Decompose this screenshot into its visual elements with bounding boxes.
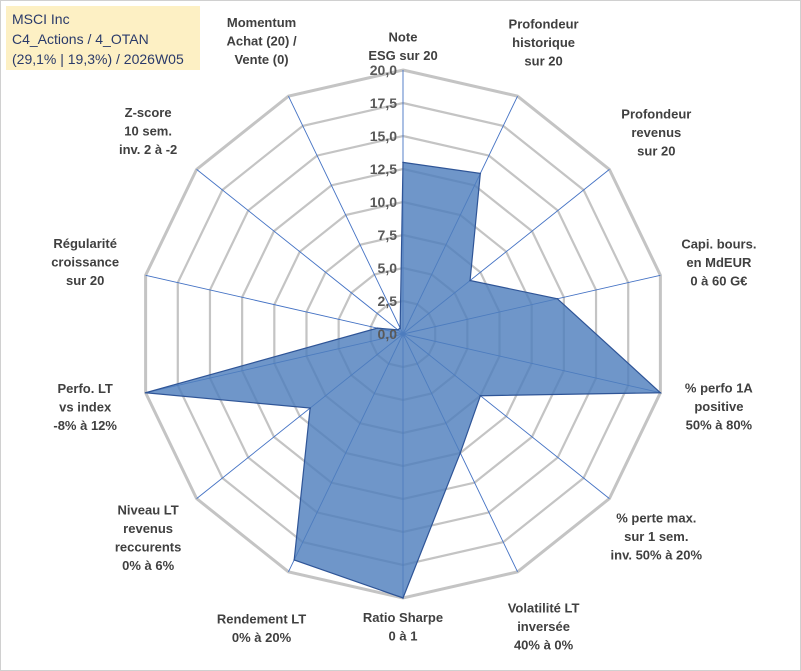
tick-label-7: 17,5 [370,95,397,111]
series-point-6 [459,452,462,454]
axis-label-11-line-0: Régularité [53,236,117,251]
axis-label-1: Profondeur historique sur 20 [509,17,579,69]
series-point-8 [293,559,295,561]
series-point-2 [469,279,471,282]
title-company: MSCI Inc [12,11,70,27]
tick-label-4: 10,0 [370,194,397,210]
axis-label-12-line-2: inv. 2 à -2 [119,142,177,157]
axis-label-5: % perte max. sur 1 sem. inv. 50% à 20% [611,511,703,563]
axis-label-13: Momentum Achat (20) / Vente (0) [227,15,297,67]
axis-label-9-line-3: 0% à 6% [122,558,174,573]
axis-label-4-line-2: 50% à 80% [686,418,753,433]
axis-label-6-line-2: 40% à 0% [514,637,574,652]
tick-label-8: 20,0 [370,62,397,78]
axis-label-5-line-0: % perte max. [616,511,696,526]
radar-series [144,161,662,599]
axis-label-1-line-2: sur 20 [524,54,562,69]
tick-label-5: 12,5 [370,161,397,177]
radar-axis-labels: Note ESG sur 20 Profondeur historique sur 20… [51,15,756,653]
series-point-12 [397,329,399,331]
axis-label-1-line-1: historique [512,35,575,50]
axis-label-10-line-2: -8% à 12% [53,418,117,433]
series-point-9 [309,407,311,409]
axis-label-0: Note ESG sur 20 [368,30,437,64]
tick-label-1: 2,5 [378,293,398,309]
axis-label-4-line-0: % perfo 1A [685,381,754,396]
axis-label-1-line-0: Profondeur [509,17,579,32]
title-stats: (29,1% | 19,3%) / 2026W05 [12,51,184,67]
axis-label-9: Niveau LT revenus reccurents 0% à 6% [115,503,181,574]
axis-label-11-line-1: croissance [51,254,119,269]
axis-label-3: Capi. bours. en MdEUR 0 à 60 G€ [681,236,756,288]
spoke-11 [145,274,404,335]
axis-label-9-line-2: reccurents [115,540,181,555]
axis-label-4: % perfo 1A positive 50% à 80% [685,381,754,433]
axis-label-6-line-0: Volatilité LT [508,600,580,615]
series-point-4 [659,391,662,394]
series-point-7 [402,597,404,599]
axis-label-3-line-0: Capi. bours. [681,236,756,251]
spoke-13 [288,95,404,335]
axis-label-12-line-1: 10 sem. [124,124,172,139]
series-point-5 [479,394,482,397]
axis-label-0-line-1: ESG sur 20 [368,48,437,63]
spoke-12 [196,169,404,335]
axis-label-0-line-0: Note [389,30,418,45]
series-area [145,161,662,599]
tick-label-6: 15,0 [370,128,397,144]
series-point-13 [399,327,401,329]
axis-label-8: Rendement LT 0% à 20% [217,611,306,645]
axis-label-6-line-1: inversée [517,619,570,634]
axis-label-8-line-0: Rendement LT [217,611,306,626]
axis-label-2-line-2: sur 20 [637,143,675,158]
axis-label-7-line-0: Ratio Sharpe [363,610,443,625]
axis-label-10-line-0: Perfo. LT [57,381,112,396]
axis-label-5-line-2: inv. 50% à 20% [611,548,703,563]
axis-label-8-line-1: 0% à 20% [232,630,292,645]
axis-label-13-line-0: Momentum [227,15,296,30]
axis-label-10: Perfo. LT vs index -8% à 12% [53,381,117,433]
axis-label-7-line-1: 0 à 1 [389,629,418,644]
axis-label-12-line-0: Z-score [125,105,172,120]
axis-label-2-line-1: revenus [631,125,681,140]
axis-label-3-line-1: en MdEUR [686,255,752,270]
axis-label-13-line-1: Achat (20) / [227,33,297,48]
tick-label-3: 7,5 [378,227,398,243]
series-point-11 [376,327,379,329]
series-point-0 [402,161,404,164]
axis-label-12: Z-score 10 sem. inv. 2 à -2 [119,105,177,157]
axis-label-2-line-0: Profondeur [621,106,691,121]
axis-label-2: Profondeur revenus sur 20 [621,106,691,158]
tick-label-0: 0,0 [378,326,398,342]
series-point-1 [479,172,482,175]
series-point-3 [556,297,559,300]
axis-label-10-line-1: vs index [59,400,112,415]
tick-label-2: 5,0 [378,260,398,276]
axis-label-11-line-2: sur 20 [66,273,104,288]
title-category: C4_Actions / 4_OTAN [12,31,149,47]
axis-label-5-line-1: sur 1 sem. [624,529,688,544]
axis-label-4-line-1: positive [694,399,743,414]
axis-label-3-line-2: 0 à 60 G€ [690,273,747,288]
axis-label-13-line-2: Vente (0) [234,52,288,67]
axis-label-7: Ratio Sharpe 0 à 1 [363,610,443,644]
axis-label-9-line-1: revenus [123,521,173,536]
chart-title-box: MSCI Inc C4_Actions / 4_OTAN (29,1% | 19… [6,6,200,70]
axis-label-11: Régularité croissance sur 20 [51,236,119,288]
radar-tick-labels: 0,0 2,5 5,0 7,5 10,0 12,5 15,0 17,5 20,0 [370,62,397,342]
series-point-10 [144,391,147,394]
axis-label-9-line-0: Niveau LT [118,503,179,518]
axis-label-6: Volatilité LT inversée 40% à 0% [508,600,580,652]
